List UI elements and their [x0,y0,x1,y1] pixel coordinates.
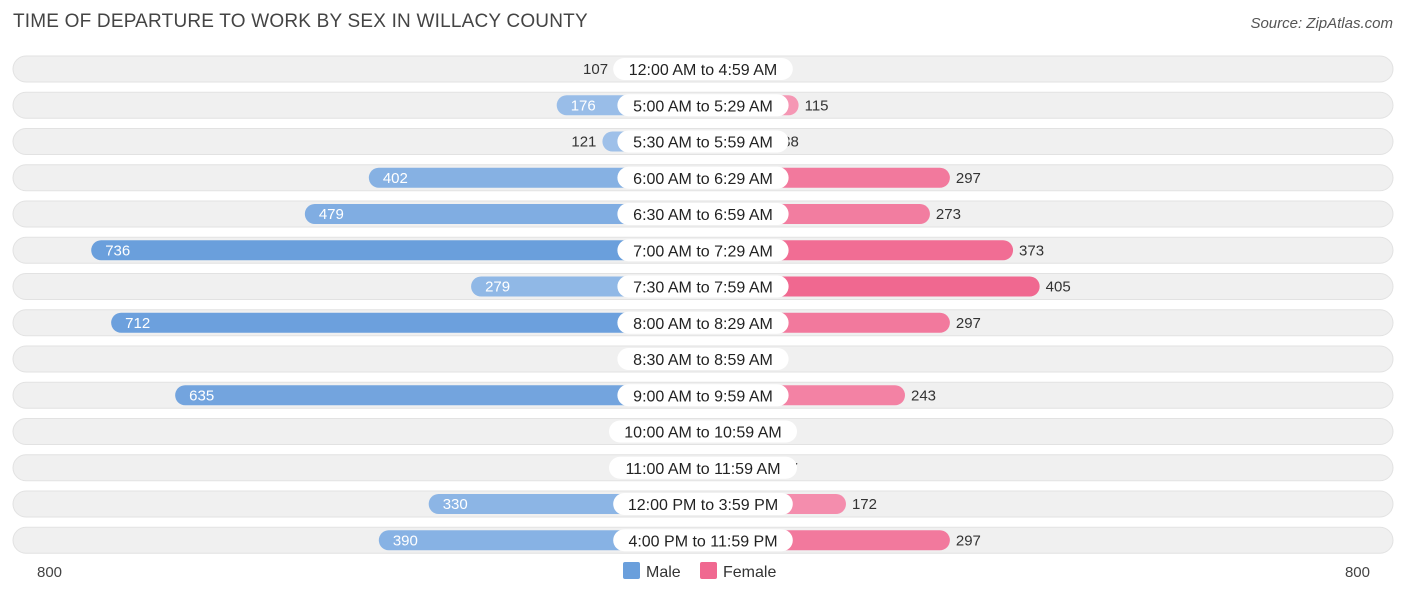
male-value-label: 330 [443,496,468,513]
male-bar [175,385,703,406]
female-value-label: 297 [956,315,981,332]
chart-row: 121 885:30 AM to 5:59 AM [12,128,1394,155]
category-label: 12:00 PM to 3:59 PM [628,497,778,514]
chart-row: 279 405 7:30 AM to 7:59 AM [12,273,1394,300]
category-label: 7:00 AM to 7:29 AM [633,243,773,260]
legend-male-swatch [623,562,640,579]
axis-right-label: 800 [1345,564,1370,581]
category-label-background [617,94,789,117]
male-value-label: 176 [571,97,596,114]
category-label-background [617,239,789,262]
male-value-label: 390 [393,532,418,549]
chart-row: 712 297 8:00 AM to 8:29 AM [12,309,1394,337]
female-value-label: 297 [956,532,981,549]
axis-left-label: 800 [37,564,62,581]
male-value-label: 402 [383,170,408,187]
category-label-background [617,166,789,189]
category-label-background [609,456,797,479]
male-value-label: 279 [485,279,510,296]
chart-row: 176 115 5:00 AM to 5:29 AM [12,91,1394,119]
chart-row: 479 273 6:30 AM to 6:59 AM [12,200,1394,228]
female-value-label: 405 [1046,279,1071,296]
legend-female-label: Female [723,564,776,581]
male-value-label: 121 [571,134,596,151]
category-label: 6:30 AM to 6:59 AM [633,207,773,224]
chart-row: 635 243 9:00 AM to 9:59 AM [12,381,1394,409]
category-label-background [613,493,793,515]
category-label: 12:00 AM to 4:59 AM [629,62,778,79]
female-value-label: 115 [805,97,829,114]
category-label: 6:00 AM to 6:29 AM [633,171,773,188]
category-label-background [617,275,789,298]
male-value-label: 479 [319,206,344,223]
female-value-label: 373 [1019,242,1044,259]
chart-row: 688711:00 AM to 11:59 AM [12,454,1394,482]
male-value-label: 712 [125,315,150,332]
category-label-background [613,529,793,552]
category-label-background [613,58,793,80]
source-label: Source: ZipAtlas.com [1250,15,1393,32]
chart-row: 330 172 12:00 PM to 3:59 PM [12,490,1394,518]
male-value-label: 107 [583,61,608,78]
category-label: 9:00 AM to 9:59 AM [633,388,773,405]
male-value-label: 736 [105,242,130,259]
category-label: 7:30 AM to 7:59 AM [633,280,773,297]
category-label: 11:00 AM to 11:59 AM [625,461,780,478]
female-value-label: 297 [956,170,981,187]
category-label: 5:00 AM to 5:29 AM [633,98,773,115]
female-value-label: 273 [936,206,961,223]
chart-row: 390 297 4:00 PM to 11:59 PM [12,526,1394,554]
female-value-label: 172 [852,496,877,513]
category-label: 5:30 AM to 5:59 AM [633,135,773,152]
legend: Male Female [623,562,776,581]
chart-row: 524310:00 AM to 10:59 AM [12,418,1394,445]
chart-row: 37488:30 AM to 8:59 AM [12,345,1394,373]
legend-female-swatch [700,562,717,579]
chart-title: TIME OF DEPARTURE TO WORK BY SEX IN WILL… [13,11,588,32]
chart-row: 1074912:00 AM to 4:59 AM [12,55,1394,83]
category-label-background [617,348,789,370]
category-label: 4:00 PM to 11:59 PM [628,533,777,550]
male-bar [91,240,703,261]
male-value-label: 635 [189,387,214,404]
category-label-background [617,203,789,225]
chart-row: 402 297 6:00 AM to 6:29 AM [12,164,1394,192]
category-label-background [617,311,789,334]
female-value-label: 243 [911,387,936,404]
rows-layer: 1074912:00 AM to 4:59 AM 176 115 5:00 AM to… [12,55,1394,554]
category-label-background [617,130,789,153]
category-label: 8:30 AM to 8:59 AM [633,352,773,369]
male-bar [304,204,703,224]
category-label: 8:00 AM to 8:29 AM [633,316,773,333]
category-label-background [617,384,789,407]
category-label: 10:00 AM to 10:59 AM [624,425,781,442]
male-bar [111,312,703,333]
category-label-background [609,420,797,443]
legend-male-label: Male [646,564,681,581]
chart-row: 736 373 7:00 AM to 7:29 AM [12,236,1394,264]
